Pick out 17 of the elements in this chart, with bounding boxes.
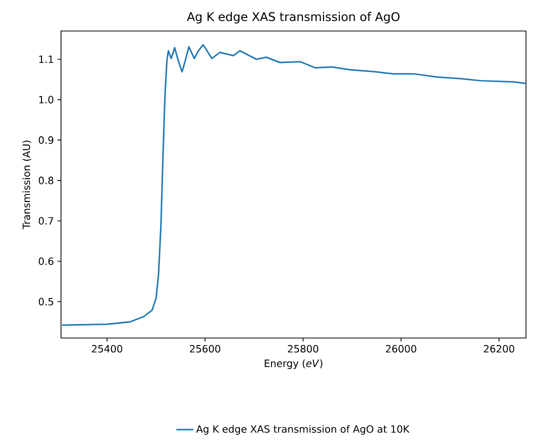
x-tick-label: 25800 <box>288 344 318 353</box>
y-tick-label: 0.6 <box>38 257 54 266</box>
legend-label: Ag K edge XAS transmission of AgO at 10K <box>196 425 410 435</box>
x-tick-label: 25400 <box>92 344 122 353</box>
y-tick-label: 0.9 <box>38 136 54 144</box>
x-tick-label: 26200 <box>484 344 514 353</box>
y-tick-label: 0.5 <box>38 298 54 306</box>
chart-title: Ag K edge XAS transmission of AgO <box>186 12 400 24</box>
x-tick-label: 25600 <box>190 344 220 353</box>
x-axis-title: Energy (eV) <box>264 359 322 370</box>
y-tick-label: 0.8 <box>38 176 54 184</box>
line-series <box>61 44 526 326</box>
y-tick-label: 1.0 <box>39 96 54 104</box>
y-tick-label: 1.1 <box>39 56 54 63</box>
x-tick-label: 26000 <box>386 344 416 353</box>
y-tick-label: 0.7 <box>38 217 54 225</box>
y-axis-title: Transmission (AU) <box>22 140 32 230</box>
